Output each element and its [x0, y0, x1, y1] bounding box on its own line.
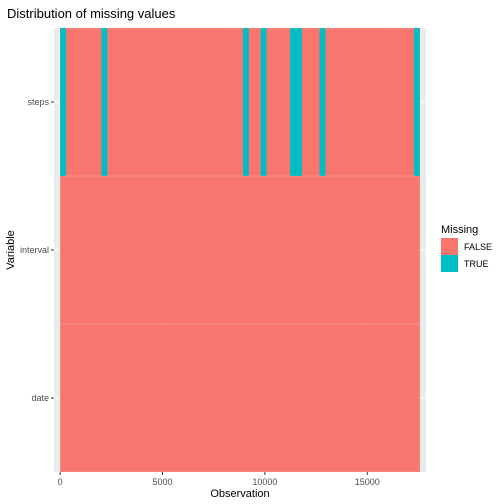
y-axis: steps interval date [20, 97, 54, 403]
legend-title: Missing [441, 224, 478, 236]
x-tick-label: 0 [58, 477, 63, 487]
legend: Missing FALSE TRUE [441, 224, 492, 272]
x-axis: 0 5000 10000 15000 [58, 472, 380, 487]
tile-interval-present [60, 176, 420, 324]
tile-steps-missing [296, 28, 302, 176]
y-tick-label: steps [27, 97, 49, 107]
chart-title: Distribution of missing values [7, 6, 176, 21]
legend-label-false: FALSE [464, 242, 492, 252]
tile-steps-missing [413, 28, 420, 176]
x-tick-label: 10000 [252, 477, 277, 487]
y-tick-label: date [31, 393, 49, 403]
legend-swatch-true [441, 255, 458, 272]
heatmap-tiles [60, 28, 420, 472]
legend-label-true: TRUE [464, 259, 489, 269]
x-tick-label: 5000 [153, 477, 173, 487]
tile-steps-missing [319, 28, 326, 176]
tile-steps-missing [60, 28, 67, 176]
y-axis-title: Variable [5, 230, 17, 270]
tile-steps-missing [260, 28, 267, 176]
y-tick-label: interval [20, 245, 49, 255]
tile-steps-missing [290, 28, 297, 176]
x-axis-title: Observation [210, 488, 269, 500]
tile-date-present [60, 324, 420, 472]
tile-steps-present [60, 28, 420, 176]
tile-steps-missing [242, 28, 249, 176]
tile-steps-missing [101, 28, 108, 176]
x-tick-label: 15000 [355, 477, 380, 487]
legend-swatch-false [441, 238, 458, 255]
